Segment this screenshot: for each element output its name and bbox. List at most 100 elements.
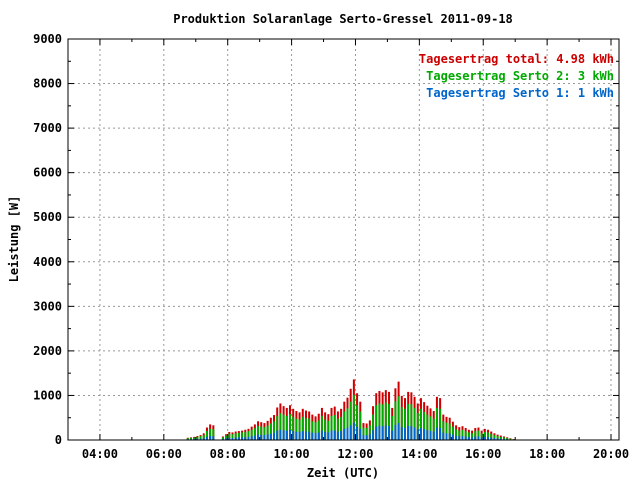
bar-serto-1 xyxy=(282,430,285,440)
bar-serto-1 xyxy=(384,425,387,440)
legend-separator xyxy=(571,69,578,83)
bar-serto-2 xyxy=(234,433,237,440)
bar-serto-1 xyxy=(487,437,490,440)
bar-serto-2 xyxy=(266,425,269,440)
bar-serto-2 xyxy=(375,405,378,440)
bar-serto-2 xyxy=(442,421,445,440)
y-tick-label: 3000 xyxy=(33,299,62,313)
x-tick-label: 16:00 xyxy=(465,447,501,461)
y-tick-label: 8000 xyxy=(33,77,62,91)
bar-serto-2 xyxy=(403,408,406,440)
bar-serto-2 xyxy=(400,407,403,440)
bar-serto-2 xyxy=(493,435,496,440)
bar-serto-2 xyxy=(372,414,375,440)
bar-serto-2 xyxy=(490,433,493,440)
bar-serto-2 xyxy=(231,434,234,440)
bar-serto-2 xyxy=(333,415,336,440)
bar-serto-2 xyxy=(362,427,365,440)
y-axis-label: Leistung [W] xyxy=(7,196,21,283)
bar-serto-1 xyxy=(416,429,419,440)
y-tick-label: 7000 xyxy=(33,121,62,135)
bar-serto-2 xyxy=(298,419,301,440)
bar-serto-2 xyxy=(263,427,266,440)
bar-serto-1 xyxy=(413,427,416,440)
bar-serto-2 xyxy=(499,436,502,440)
bar-serto-2 xyxy=(464,431,467,440)
bar-serto-1 xyxy=(394,425,397,440)
bar-serto-2 xyxy=(509,438,512,440)
bar-serto-2 xyxy=(241,432,244,440)
x-tick-label: 12:00 xyxy=(337,447,373,461)
bar-serto-1 xyxy=(205,436,208,440)
bar-serto-1 xyxy=(400,427,403,440)
bar-serto-1 xyxy=(196,438,199,440)
bar-serto-2 xyxy=(397,396,400,440)
bar-serto-2 xyxy=(429,416,432,440)
bar-serto-2 xyxy=(257,426,260,440)
bar-serto-1 xyxy=(199,438,202,440)
bar-serto-1 xyxy=(333,430,336,440)
bar-serto-1 xyxy=(250,436,253,440)
x-tick-label: 18:00 xyxy=(529,447,565,461)
bar-serto-1 xyxy=(314,433,317,440)
bar-serto-2 xyxy=(228,433,231,440)
bar-serto-1 xyxy=(279,429,282,440)
bar-serto-2 xyxy=(279,413,282,440)
bar-serto-2 xyxy=(189,437,192,440)
bar-serto-1 xyxy=(231,438,234,440)
bar-serto-2 xyxy=(445,422,448,440)
bar-serto-1 xyxy=(269,433,272,440)
bar-serto-2 xyxy=(193,437,196,440)
bar-serto-2 xyxy=(451,426,454,440)
bar-serto-2 xyxy=(225,435,228,440)
bar-serto-2 xyxy=(352,395,355,440)
bar-serto-1 xyxy=(295,431,298,440)
x-axis-label: Zeit (UTC) xyxy=(307,466,379,480)
bar-serto-1 xyxy=(247,436,250,440)
bar-serto-2 xyxy=(391,415,394,440)
bar-serto-1 xyxy=(212,436,215,440)
bar-serto-1 xyxy=(429,430,432,440)
y-tick-label: 0 xyxy=(55,433,62,447)
bar-serto-1 xyxy=(490,437,493,440)
bar-serto-2 xyxy=(295,418,298,440)
bar-serto-1 xyxy=(244,437,247,440)
bar-serto-2 xyxy=(317,420,320,440)
bar-serto-1 xyxy=(343,428,346,440)
bar-serto-1 xyxy=(432,431,435,440)
bar-serto-1 xyxy=(257,434,260,440)
x-tick-label: 10:00 xyxy=(274,447,310,461)
bar-serto-1 xyxy=(234,437,237,440)
bar-serto-1 xyxy=(496,438,499,440)
y-tick-label: 5000 xyxy=(33,210,62,224)
bar-serto-1 xyxy=(349,425,352,440)
bar-serto-2 xyxy=(282,414,285,440)
bar-serto-1 xyxy=(445,433,448,440)
bar-serto-1 xyxy=(426,430,429,440)
bar-serto-2 xyxy=(381,404,384,440)
bar-serto-1 xyxy=(340,431,343,440)
bar-serto-2 xyxy=(327,420,330,440)
bar-serto-1 xyxy=(423,429,426,440)
bar-serto-2 xyxy=(448,423,451,440)
x-tick-label: 20:00 xyxy=(593,447,629,461)
bar-serto-2 xyxy=(343,411,346,440)
bar-serto-2 xyxy=(314,422,317,440)
bar-serto-1 xyxy=(483,436,486,440)
bar-serto-2 xyxy=(368,425,371,440)
bar-serto-2 xyxy=(273,421,276,440)
bar-serto-2 xyxy=(276,415,279,440)
bar-serto-2 xyxy=(356,405,359,440)
bar-serto-1 xyxy=(202,438,205,440)
bar-serto-1 xyxy=(308,431,311,440)
bar-serto-2 xyxy=(221,437,224,440)
bar-serto-1 xyxy=(499,438,502,440)
bar-serto-1 xyxy=(301,431,304,440)
bar-serto-2 xyxy=(426,414,429,440)
bar-serto-1 xyxy=(365,435,368,440)
bar-serto-2 xyxy=(250,429,253,440)
bar-serto-1 xyxy=(477,436,480,440)
bar-serto-2 xyxy=(467,432,470,440)
bar-serto-1 xyxy=(359,428,362,440)
